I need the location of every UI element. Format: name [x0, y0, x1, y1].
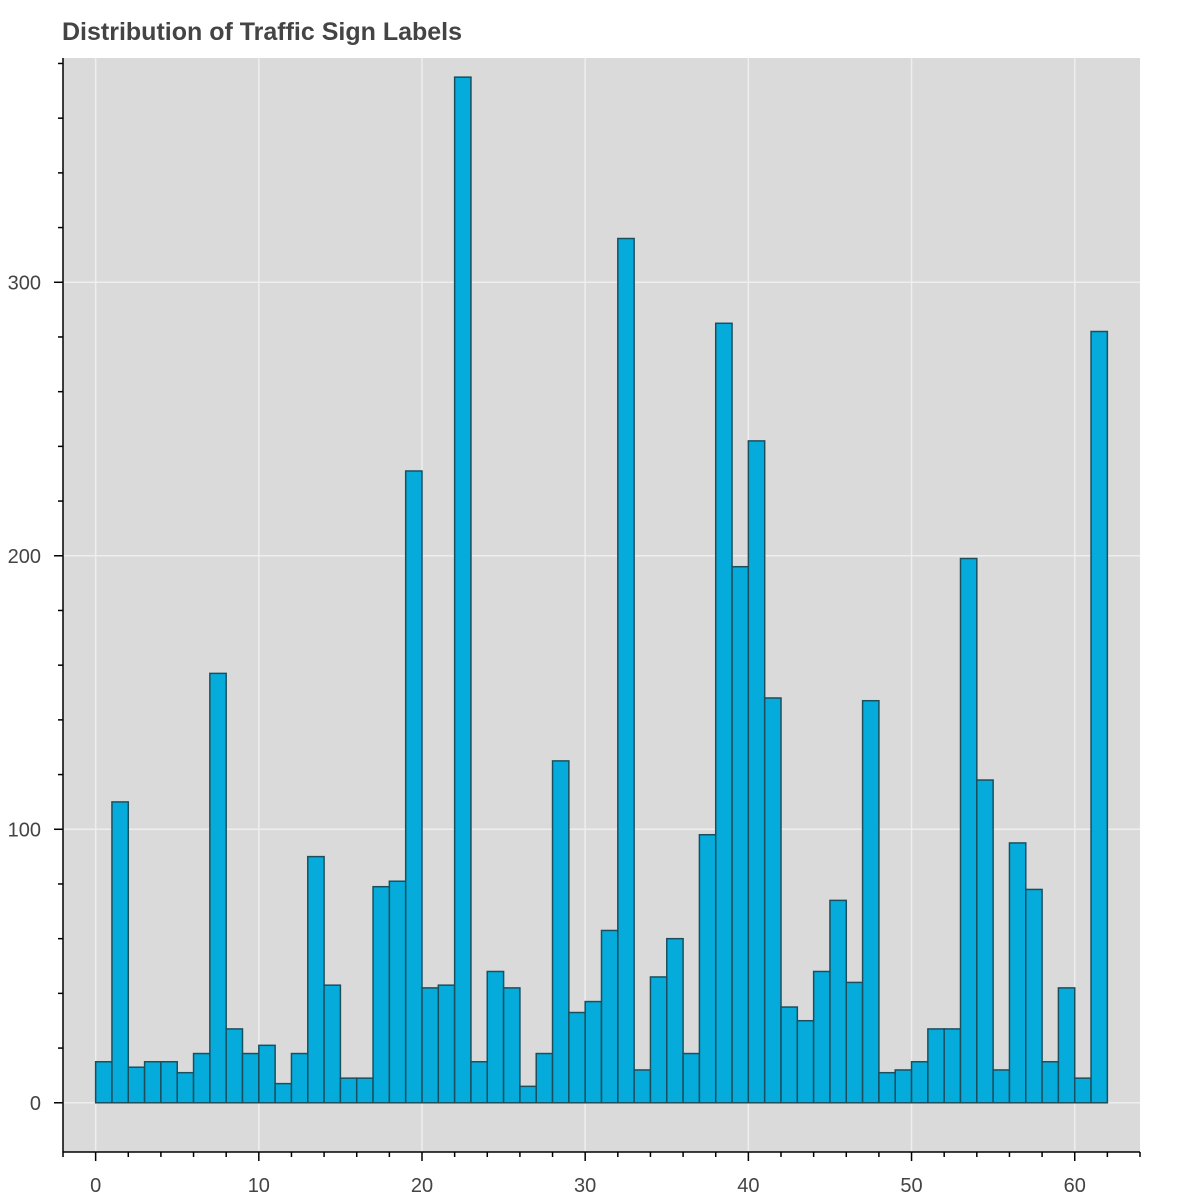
x-tick-label: 30: [574, 1175, 596, 1197]
bar: [992, 1069, 1011, 1104]
bar: [600, 929, 619, 1104]
bar: [225, 1028, 244, 1104]
bar: [796, 1019, 815, 1104]
axes: [62, 58, 1140, 1153]
bar: [976, 779, 994, 1104]
bar: [274, 1082, 293, 1104]
bar: [763, 697, 782, 1104]
bar: [355, 1077, 374, 1104]
bar: [861, 699, 880, 1104]
bar: [502, 987, 521, 1104]
bar: [812, 970, 831, 1104]
bar: [1008, 842, 1027, 1104]
bar: [747, 440, 766, 1104]
bar: [453, 76, 472, 1104]
bar: [404, 470, 423, 1104]
tick-labels: 0 10 20 30 40 50 60 0 100 200 300: [8, 272, 1086, 1197]
x-tick-label: 10: [248, 1175, 270, 1197]
bar: [927, 1028, 945, 1104]
bar: [160, 1060, 178, 1104]
bar: [535, 1052, 554, 1104]
y-tick-label: 200: [8, 546, 41, 568]
bar: [943, 1028, 962, 1104]
bar: [372, 885, 391, 1104]
bar: [714, 322, 733, 1104]
bar: [682, 1052, 701, 1104]
x-tick-label: 50: [900, 1175, 922, 1197]
bar: [551, 760, 570, 1104]
bar: [959, 557, 978, 1104]
bar: [94, 1060, 113, 1104]
bar: [519, 1085, 537, 1104]
bar: [241, 1052, 260, 1104]
y-tick-label: 0: [30, 1093, 41, 1115]
bar: [470, 1060, 489, 1104]
bar: [666, 937, 684, 1104]
bar: [649, 976, 668, 1104]
bars: [94, 76, 1109, 1104]
bar: [388, 880, 407, 1104]
bar: [176, 1071, 195, 1104]
bar: [127, 1066, 146, 1104]
bar: [323, 984, 342, 1104]
bar: [568, 1011, 586, 1104]
bar: [829, 899, 848, 1104]
bar: [209, 672, 227, 1104]
bar: [290, 1052, 309, 1104]
bar: [894, 1069, 913, 1104]
x-tick-label: 60: [1064, 1175, 1086, 1197]
bar: [192, 1052, 211, 1104]
bar: [878, 1071, 896, 1104]
bar: [910, 1060, 929, 1104]
bar: [780, 1006, 799, 1104]
bar: [731, 565, 750, 1104]
bar: [111, 801, 130, 1104]
bar: [339, 1077, 358, 1104]
bar: [143, 1060, 162, 1104]
bar: [437, 984, 456, 1104]
y-tick-label: 100: [8, 819, 41, 841]
bar: [617, 237, 635, 1104]
y-tick-label: 300: [8, 272, 41, 294]
bar: [633, 1069, 652, 1104]
bar: [845, 981, 864, 1104]
bar: [307, 855, 325, 1104]
bar: [1025, 888, 1043, 1104]
x-tick-label: 20: [411, 1175, 433, 1197]
bar: [1057, 987, 1076, 1104]
bar: [486, 970, 505, 1104]
chart-title: Distribution of Traffic Sign Labels: [62, 18, 463, 46]
bar: [1073, 1077, 1092, 1104]
ticks: [54, 62, 1141, 1161]
bar: [258, 1044, 276, 1104]
bar: [1041, 1060, 1060, 1104]
bar: [1090, 330, 1109, 1104]
x-tick-label: 40: [737, 1175, 759, 1197]
x-tick-label: 0: [90, 1175, 101, 1197]
bar: [584, 1000, 603, 1104]
bar: [421, 987, 440, 1104]
bar: [698, 833, 717, 1104]
